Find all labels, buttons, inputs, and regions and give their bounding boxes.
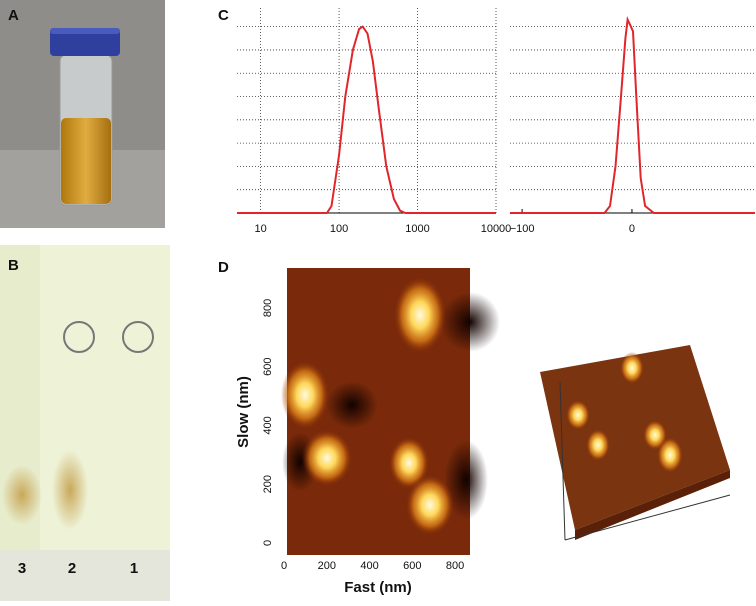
y-tick-label: 800: [262, 299, 274, 317]
data-line: [510, 16, 755, 214]
x-tick-label: 10000: [481, 223, 512, 235]
y-tick-label: 200: [262, 475, 274, 493]
lane-label: 3: [18, 560, 26, 577]
x-tick-label: 10: [254, 223, 266, 235]
lane-label: 1: [130, 560, 138, 577]
afm-image: [281, 268, 500, 555]
y-axis-label: Slow (nm): [235, 376, 252, 448]
lane-label: 2: [68, 560, 76, 577]
x-tick-label: 200: [318, 560, 336, 572]
tlc-plate: [0, 245, 170, 601]
x-tick-label: 100: [330, 223, 348, 235]
x-tick-label: −100: [510, 223, 535, 235]
y-tick-label: 0: [262, 540, 274, 546]
vial-photo: [0, 0, 165, 228]
x-tick-label: 0: [629, 223, 635, 235]
panel-label: B: [8, 257, 19, 274]
x-tick-label: 600: [403, 560, 421, 572]
panel-label: D: [218, 259, 229, 276]
panel-label: A: [8, 7, 19, 24]
x-axis-label: Fast (nm): [344, 579, 412, 596]
data-line: [237, 25, 496, 214]
panel-label: C: [218, 7, 229, 24]
x-tick-label: 1000: [405, 223, 429, 235]
x-tick-label: 400: [360, 560, 378, 572]
y-tick-label: 400: [262, 416, 274, 434]
y-tick-label: 600: [262, 358, 274, 376]
x-tick-label: 0: [281, 560, 287, 572]
afm-3d-image: [540, 345, 731, 541]
x-tick-label: 800: [446, 560, 464, 572]
